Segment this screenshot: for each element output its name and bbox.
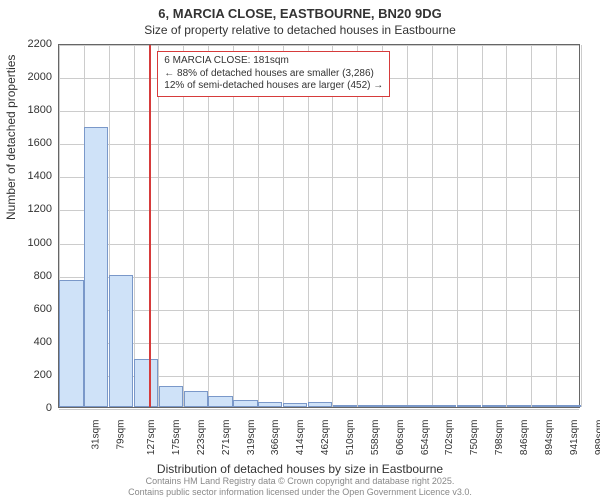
gridline-v — [531, 45, 532, 407]
x-tick-label: 606sqm — [395, 420, 406, 456]
y-tick-label: 2000 — [12, 71, 52, 83]
gridline-h — [59, 244, 579, 245]
histogram-bar — [482, 405, 506, 407]
histogram-bar — [333, 405, 357, 407]
x-tick-label: 510sqm — [345, 420, 356, 456]
gridline-v — [581, 45, 582, 407]
gridline-h — [59, 310, 579, 311]
y-tick-label: 1400 — [12, 170, 52, 182]
y-tick-label: 800 — [12, 270, 52, 282]
x-tick-label: 79sqm — [116, 420, 127, 450]
gridline-h — [59, 277, 579, 278]
histogram-bar — [134, 359, 158, 407]
y-tick-label: 0 — [12, 402, 52, 414]
histogram-bar — [159, 386, 183, 408]
gridline-h — [59, 210, 579, 211]
histogram-bar — [407, 405, 431, 407]
x-tick-label: 894sqm — [544, 420, 555, 456]
x-tick-label: 175sqm — [171, 420, 182, 456]
gridline-v — [482, 45, 483, 407]
gridline-v — [233, 45, 234, 407]
gridline-h — [59, 409, 579, 410]
gridline-h — [59, 343, 579, 344]
gridline-h — [59, 111, 579, 112]
gridline-h — [59, 144, 579, 145]
x-tick-label: 31sqm — [91, 420, 102, 450]
histogram-bar — [184, 391, 208, 407]
marker-line — [149, 45, 151, 407]
gridline-v — [357, 45, 358, 407]
gridline-v — [258, 45, 259, 407]
y-tick-label: 600 — [12, 303, 52, 315]
x-tick-label: 127sqm — [146, 420, 157, 456]
y-tick-label: 1800 — [12, 104, 52, 116]
histogram-bar — [283, 403, 307, 407]
gridline-v — [432, 45, 433, 407]
histogram-bar — [507, 405, 531, 407]
histogram-bar — [308, 402, 332, 407]
x-tick-label: 366sqm — [271, 420, 282, 456]
annotation-line: 6 MARCIA CLOSE: 181sqm — [164, 55, 383, 68]
y-tick-label: 1000 — [12, 237, 52, 249]
x-tick-label: 223sqm — [196, 420, 207, 456]
y-tick-label: 1600 — [12, 137, 52, 149]
gridline-v — [283, 45, 284, 407]
x-tick-label: 654sqm — [420, 420, 431, 456]
attribution-line1: Contains HM Land Registry data © Crown c… — [146, 476, 455, 486]
gridline-v — [556, 45, 557, 407]
x-tick-label: 558sqm — [370, 420, 381, 456]
histogram-bar — [556, 405, 580, 407]
gridline-v — [506, 45, 507, 407]
gridline-h — [59, 177, 579, 178]
histogram-bar — [59, 280, 83, 407]
gridline-v — [332, 45, 333, 407]
x-tick-label: 798sqm — [494, 420, 505, 456]
gridline-v — [183, 45, 184, 407]
histogram-bar — [432, 405, 456, 407]
y-tick-label: 400 — [12, 336, 52, 348]
chart-title: 6, MARCIA CLOSE, EASTBOURNE, BN20 9DG — [0, 0, 600, 21]
gridline-v — [382, 45, 383, 407]
histogram-bar — [258, 402, 282, 407]
attribution-line2: Contains public sector information licen… — [128, 487, 472, 497]
y-tick-label: 1200 — [12, 203, 52, 215]
y-tick-label: 2200 — [12, 38, 52, 50]
gridline-v — [134, 45, 135, 407]
x-tick-label: 319sqm — [246, 420, 257, 456]
histogram-bar — [457, 405, 481, 407]
chart-plot-area: 6 MARCIA CLOSE: 181sqm← 88% of detached … — [58, 44, 580, 408]
gridline-h — [59, 45, 579, 46]
x-tick-label: 462sqm — [320, 420, 331, 456]
annotation-line: 12% of semi-detached houses are larger (… — [164, 80, 383, 93]
x-axis-label: Distribution of detached houses by size … — [0, 462, 600, 476]
x-tick-label: 702sqm — [445, 420, 456, 456]
gridline-v — [208, 45, 209, 407]
annotation-box: 6 MARCIA CLOSE: 181sqm← 88% of detached … — [157, 51, 390, 97]
x-tick-label: 989sqm — [594, 420, 600, 456]
x-tick-label: 750sqm — [469, 420, 480, 456]
histogram-bar — [84, 127, 108, 407]
plot-box: 6 MARCIA CLOSE: 181sqm← 88% of detached … — [58, 44, 580, 408]
x-tick-label: 846sqm — [519, 420, 530, 456]
gridline-v — [407, 45, 408, 407]
histogram-bar — [208, 396, 232, 407]
histogram-bar — [109, 275, 133, 407]
chart-subtitle: Size of property relative to detached ho… — [0, 21, 600, 41]
gridline-v — [457, 45, 458, 407]
annotation-line: ← 88% of detached houses are smaller (3,… — [164, 68, 383, 81]
histogram-bar — [358, 405, 382, 407]
gridline-v — [158, 45, 159, 407]
attribution-text: Contains HM Land Registry data © Crown c… — [0, 476, 600, 498]
x-tick-label: 414sqm — [295, 420, 306, 456]
histogram-bar — [382, 405, 406, 407]
x-tick-label: 941sqm — [569, 420, 580, 456]
gridline-v — [308, 45, 309, 407]
x-tick-label: 271sqm — [221, 420, 232, 456]
histogram-bar — [532, 405, 556, 407]
histogram-bar — [233, 400, 257, 407]
y-tick-label: 200 — [12, 369, 52, 381]
